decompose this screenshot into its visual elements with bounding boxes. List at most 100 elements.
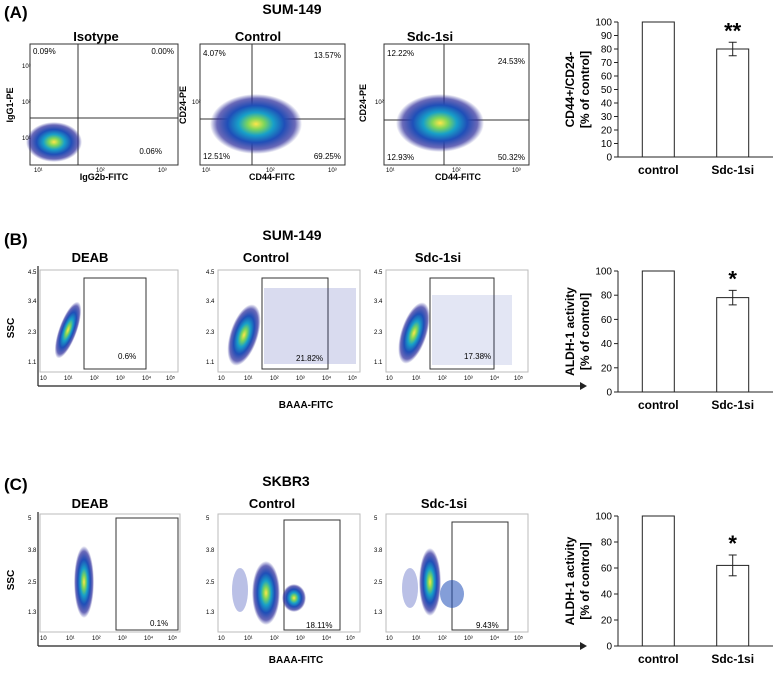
x-tick: 10³ <box>118 636 127 642</box>
x-tick: 10² <box>92 636 101 642</box>
bar-control <box>641 515 675 647</box>
y-tick-label: 20 <box>601 363 613 374</box>
plot-title: Isotype <box>73 29 119 44</box>
panel-c: (C) SKBR3 BAAA-FITC SSC DEAB 0.1% 5 3.8 … <box>4 473 587 666</box>
y-tick: 1.3 <box>374 610 383 616</box>
gate-percent: 17.38% <box>464 352 491 361</box>
y-tick: 2.3 <box>28 330 37 336</box>
panel-b-plot-deab: DEAB 0.6% 4.5 3.4 2.3 1.1 10 10¹ 10² 10³… <box>28 250 179 382</box>
x-tick: 10 <box>386 636 393 642</box>
y-axis-label: CD44+/CD24- <box>563 52 577 128</box>
y-tick-label: 80 <box>601 291 613 302</box>
x-tick: 10² <box>438 636 447 642</box>
x-tick: 10² <box>90 376 99 382</box>
cell-population <box>419 548 441 616</box>
y-tick: 2.5 <box>206 580 215 586</box>
shared-y-label: SSC <box>6 318 17 339</box>
x-tick: 10² <box>438 376 447 382</box>
y-tick: 10² <box>192 100 201 106</box>
y-axis-label: [% of control] <box>578 51 592 128</box>
y-tick-label: 80 <box>601 538 613 549</box>
significance-marker: * <box>728 266 737 291</box>
category-label: control <box>638 398 679 412</box>
bar-chart-aldh1-sum149: 0 20 40 60 80 100 control * Sdc-1si ALDH-1 activi… <box>563 266 773 412</box>
gate-percent: 21.82% <box>296 354 323 363</box>
gate-percent: 18.11% <box>306 621 333 630</box>
y-tick: 1.1 <box>28 360 37 366</box>
plot-frame <box>217 269 361 373</box>
quadrant-lr: 69.25% <box>314 152 341 161</box>
panel-c-cell-line: SKBR3 <box>262 473 310 489</box>
y-tick: 10² <box>22 100 31 106</box>
y-tick: 4.5 <box>206 270 215 276</box>
scatter-cloud <box>264 288 356 364</box>
gate-box <box>115 517 179 631</box>
panel-a-plot-isotype: Isotype 0.09% 0.00% 0.06% IgG2b-FITC IgG… <box>5 29 179 182</box>
panel-c-plot-deab: DEAB 0.1% 5 3.8 2.5 1.3 10 10¹ 10² 10³ 1… <box>28 496 181 642</box>
panel-b-cell-line: SUM-149 <box>262 227 321 243</box>
plot-frame <box>385 269 529 373</box>
axis-arrow-icon <box>580 642 587 650</box>
x-tick: 10¹ <box>244 636 253 642</box>
y-tick: 1.1 <box>374 360 383 366</box>
bar-control <box>641 270 675 393</box>
panel-c-label: (C) <box>4 475 28 494</box>
y-tick-label: 40 <box>601 590 613 601</box>
x-tick: 10³ <box>296 636 305 642</box>
y-tick-label: 60 <box>601 564 613 575</box>
panel-b-plot-control: Control 21.82% 4.5 3.4 2.3 1.1 10 10¹ 10… <box>206 250 361 382</box>
gate-percent: 9.43% <box>476 621 499 630</box>
plot-title: Sdc-1si <box>415 250 461 265</box>
plot-frame <box>199 43 346 166</box>
x-tick: 10¹ <box>412 376 421 382</box>
x-tick: 10⁴ <box>322 375 332 382</box>
y-tick-label: 100 <box>595 512 612 523</box>
cell-population-secondary <box>282 584 306 612</box>
y-tick: 2.3 <box>374 330 383 336</box>
x-tick: 10 <box>40 376 47 382</box>
y-tick-label: 60 <box>601 315 613 326</box>
panel-c-plot-control: Control 18.11% 5 3.8 2.5 1.3 10 10¹ 10² … <box>206 496 361 642</box>
y-tick: 3.8 <box>28 548 37 554</box>
y-tick-label: 40 <box>601 339 613 350</box>
gate-box <box>429 277 495 370</box>
plot-frame <box>39 513 181 633</box>
quadrant-ul: 12.22% <box>387 49 414 58</box>
x-tick: 10 <box>386 376 393 382</box>
x-tick: 10⁵ <box>346 635 356 642</box>
panel-b-label: (B) <box>4 230 28 249</box>
y-tick-label: 50 <box>601 85 613 96</box>
plot-title: Sdc-1si <box>421 496 467 511</box>
x-tick: 10¹ <box>66 636 75 642</box>
panel-a-plot-control: Control 4.07% 13.57% 12.51% 69.25% CD44-… <box>178 29 346 182</box>
x-tick: 10³ <box>328 168 337 174</box>
x-tick: 10⁵ <box>166 375 176 382</box>
x-tick: 10¹ <box>34 168 43 174</box>
x-tick: 10 <box>40 636 47 642</box>
panel-a-label: (A) <box>4 3 28 22</box>
quadrant-lr: 0.06% <box>139 147 162 156</box>
bar-chart-cd44-cd24: 0 10 20 30 40 50 60 70 80 90 100 control ** Sdc-1si CD… <box>563 18 773 177</box>
x-tick: 10³ <box>296 376 305 382</box>
plot-frame <box>217 513 361 633</box>
x-tick: 10³ <box>116 376 125 382</box>
cell-population <box>26 122 82 162</box>
plot-frame <box>385 513 529 633</box>
plot-frame <box>383 43 530 166</box>
scatter-cloud <box>432 295 512 365</box>
x-tick: 10² <box>266 168 275 174</box>
x-tick: 10¹ <box>202 168 211 174</box>
gate-box <box>83 277 147 370</box>
y-tick: 4.5 <box>374 270 383 276</box>
y-tick: 1.3 <box>28 610 37 616</box>
category-label: control <box>638 652 679 666</box>
quadrant-lr: 50.32% <box>498 153 525 162</box>
x-tick: 10³ <box>512 168 521 174</box>
x-axis-label: CD44-FITC <box>435 172 482 182</box>
y-axis-label: [% of control] <box>578 542 592 619</box>
x-tick: 10¹ <box>386 168 395 174</box>
y-tick: 5 <box>28 516 32 522</box>
quadrant-ul: 0.09% <box>33 47 56 56</box>
category-label: Sdc-1si <box>711 163 754 177</box>
y-tick: 3.8 <box>374 548 383 554</box>
